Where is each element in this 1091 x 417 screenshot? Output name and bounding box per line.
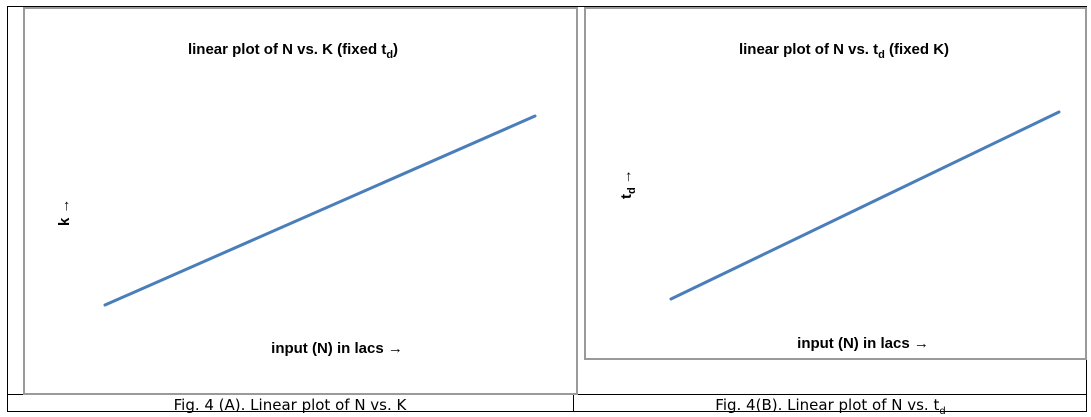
chart-a-series-line (103, 114, 537, 307)
chart-b-y-axis-label: td→ (618, 169, 638, 199)
chart-a-title: linear plot of N vs. K (fixed td) (188, 41, 398, 61)
chart-b-title: linear plot of N vs. td (fixed K) (739, 41, 949, 61)
chart-a-frame: linear plot of N vs. K (fixed td) k→ inp… (23, 7, 578, 395)
caption-a: Fig. 4 (A). Linear plot of N vs. K (173, 396, 407, 414)
chart-b: linear plot of N vs. td (fixed K) td→ in… (618, 41, 1061, 352)
caption-b: Fig. 4(B). Linear plot of N vs. td (715, 396, 946, 417)
chart-b-x-axis-label: input (N) in lacs → (797, 335, 929, 352)
chart-a: linear plot of N vs. K (fixed td) k→ inp… (56, 41, 537, 357)
chart-b-series-line (669, 110, 1061, 301)
chart-a-y-axis-label: k→ (56, 199, 73, 226)
chart-a-x-axis-label: input (N) in lacs → (271, 340, 403, 357)
chart-b-frame: linear plot of N vs. td (fixed K) td→ in… (584, 7, 1087, 360)
